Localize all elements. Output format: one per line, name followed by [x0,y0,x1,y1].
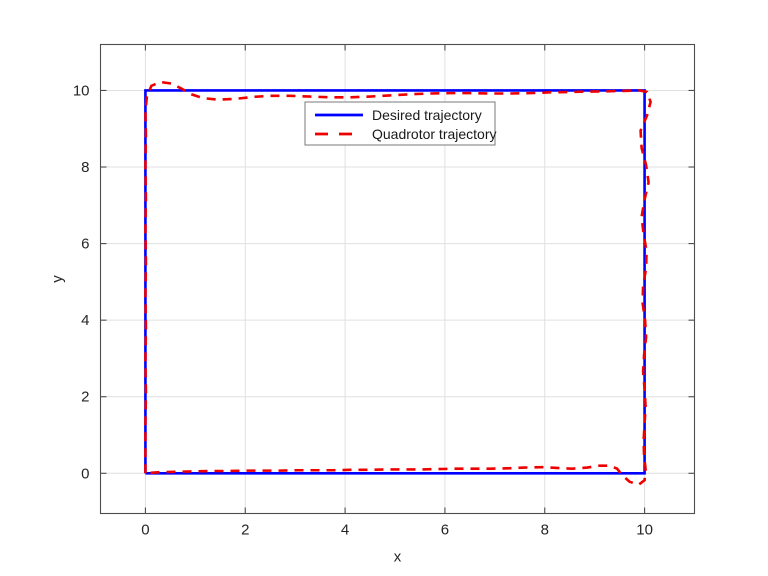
data-series [144,80,652,487]
legend-label-1: Desired trajectory [372,107,482,123]
plot-border [99,43,696,515]
legend[interactable]: Desired trajectory Quadrotor trajectory [304,101,497,146]
y-tick-label: 8 [81,159,89,176]
y-tick-label: 0 [81,465,89,482]
tick-labels: 0 2 4 6 8 10 0 2 4 6 8 10 [73,82,653,538]
x-axis-label: x [394,549,402,566]
y-tick-label: 2 [81,389,89,406]
y-tick-label: 10 [73,82,90,99]
axes-box [99,43,696,515]
y-tick-label: 6 [81,236,89,253]
x-tick-label: 10 [636,522,653,539]
x-tick-label: 8 [541,522,549,539]
x-tick-label: 4 [341,522,349,539]
series-desired-trajectory [144,89,646,475]
legend-label-2: Quadrotor trajectory [372,126,497,142]
y-tick-label: 4 [81,312,89,329]
tick-marks [100,44,695,514]
x-tick-label: 0 [141,522,149,539]
legend-box[interactable] [304,101,496,146]
x-tick-label: 6 [441,522,449,539]
x-tick-label: 2 [241,522,249,539]
y-axis-label: y [49,275,66,283]
axis-titles: xy [49,275,402,566]
series-quadrotor-trajectory [144,80,652,487]
